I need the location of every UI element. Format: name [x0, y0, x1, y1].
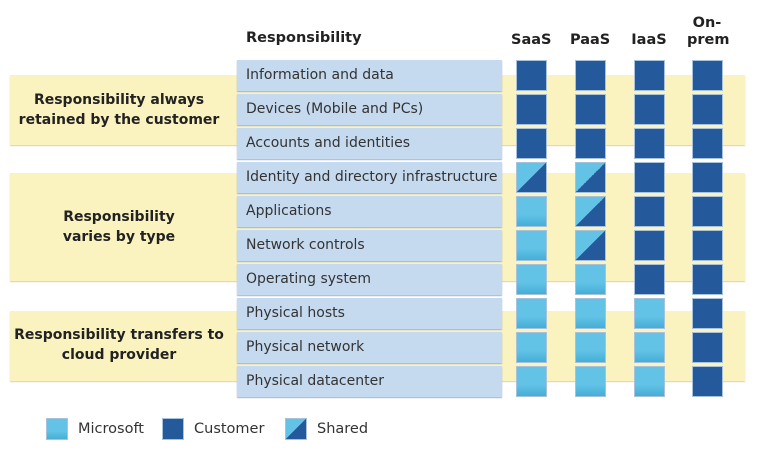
cell-customer — [692, 332, 723, 363]
legend-swatch-customer — [162, 418, 184, 440]
cell-microsoft — [575, 298, 606, 329]
legend-label: Customer — [194, 421, 265, 437]
cell-shared — [575, 230, 606, 261]
group-title-varies: Responsibility varies by type — [62, 209, 176, 245]
column-header: PaaS — [570, 32, 611, 48]
row-label: Information and data — [237, 60, 502, 91]
column-header: IaaS — [631, 32, 667, 48]
cell-customer — [634, 196, 665, 227]
cell-customer — [634, 128, 665, 159]
cell-microsoft — [516, 264, 547, 295]
row-label: Identity and directory infrastructure — [237, 162, 502, 193]
column-header: SaaS — [511, 32, 552, 48]
row-label: Physical datacenter — [237, 366, 502, 397]
row-label: Physical network — [237, 332, 502, 363]
group-title-provider: Responsibility transfers to cloud provid… — [14, 327, 224, 363]
cell-shared — [575, 162, 606, 193]
cell-microsoft — [634, 332, 665, 363]
cell-customer — [692, 162, 723, 193]
legend-microsoft: Microsoft — [46, 418, 144, 440]
cell-microsoft — [516, 196, 547, 227]
cell-microsoft — [516, 230, 547, 261]
column-header: On- prem — [687, 15, 730, 48]
cell-microsoft — [516, 298, 547, 329]
cell-customer — [634, 162, 665, 193]
cell-customer — [575, 94, 606, 125]
cell-microsoft — [516, 332, 547, 363]
responsibility-header: Responsibility — [246, 30, 362, 46]
legend-label: Shared — [317, 421, 369, 437]
cell-microsoft — [634, 298, 665, 329]
cell-customer — [692, 196, 723, 227]
cell-shared — [575, 196, 606, 227]
row-label: Devices (Mobile and PCs) — [237, 94, 502, 125]
cell-customer — [692, 366, 723, 397]
cell-microsoft — [634, 366, 665, 397]
cell-customer — [575, 60, 606, 91]
cell-customer — [692, 94, 723, 125]
cell-customer — [516, 128, 547, 159]
cell-customer — [692, 264, 723, 295]
cell-customer — [634, 60, 665, 91]
cell-customer — [634, 264, 665, 295]
row-label: Accounts and identities — [237, 128, 502, 159]
row-label: Applications — [237, 196, 502, 227]
legend-label: Microsoft — [78, 421, 144, 437]
cell-microsoft — [575, 264, 606, 295]
legend-swatch-shared — [285, 418, 307, 440]
cell-customer — [575, 128, 606, 159]
cell-customer — [516, 94, 547, 125]
legend-swatch-microsoft — [46, 418, 68, 440]
legend-customer: Customer — [162, 418, 264, 440]
cell-customer — [692, 128, 723, 159]
row-label: Operating system — [237, 264, 502, 295]
cell-customer — [692, 298, 723, 329]
legend-shared: Shared — [285, 418, 368, 440]
cell-microsoft — [516, 366, 547, 397]
cell-customer — [516, 60, 547, 91]
row-label: Physical hosts — [237, 298, 502, 329]
cell-microsoft — [575, 332, 606, 363]
cell-microsoft — [575, 366, 606, 397]
row-label: Network controls — [237, 230, 502, 261]
cell-shared — [516, 162, 547, 193]
cell-customer — [692, 230, 723, 261]
cell-customer — [634, 230, 665, 261]
group-title-customer: Responsibility always retained by the cu… — [18, 92, 220, 128]
cell-customer — [634, 94, 665, 125]
cell-customer — [692, 60, 723, 91]
